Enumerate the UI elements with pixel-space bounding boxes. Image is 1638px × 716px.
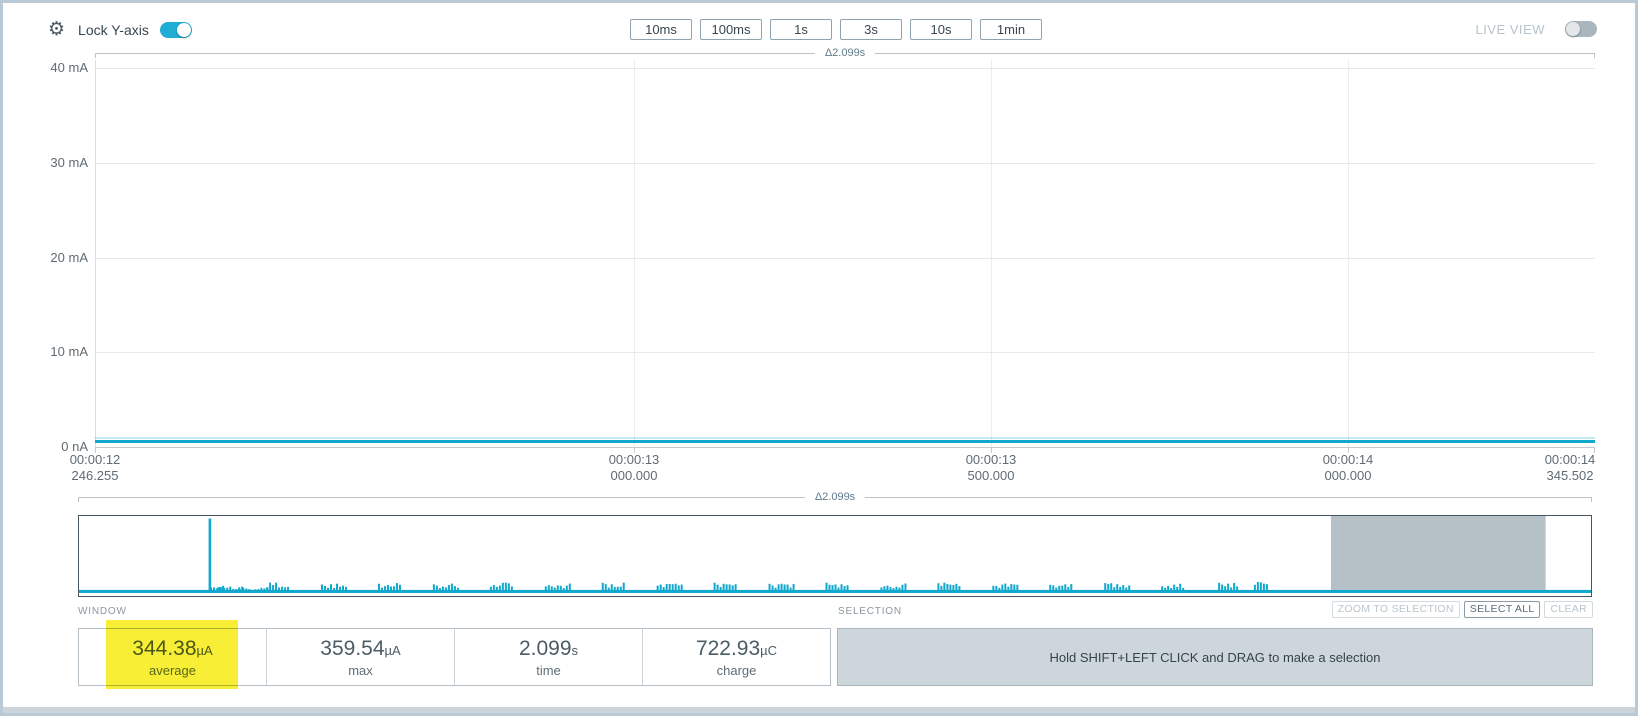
y-tick-40ma: 40 mA [50,60,88,75]
bracket-tick [1591,497,1592,502]
gridline-30ma [95,163,1595,164]
stat-charge-value: 722.93 µC [695,636,778,660]
x-tick-label: 00:00:12 246.255 [69,452,121,483]
gridline-vertical [634,60,635,447]
plot-left-border [95,60,96,447]
main-chart-area[interactable] [95,60,1595,447]
range-button-1min[interactable]: 1min [980,19,1042,40]
selection-help-text: Hold SHIFT+LEFT CLICK and DRAG to make a… [1049,649,1381,665]
select-all-button[interactable]: SELECT ALL [1463,601,1541,618]
axis-tick [95,447,96,453]
y-tick-30ma: 30 mA [50,155,88,170]
x-tick-label: 00:00:14 000.000 [1322,452,1374,483]
lock-y-axis-toggle[interactable] [159,22,192,38]
gridline-vertical [991,60,992,447]
toggle-knob [176,23,191,37]
stat-time-value: 2.099 s [518,636,579,660]
window-bottom-edge [3,707,1635,713]
gridline-20ma [95,258,1595,259]
range-button-10ms[interactable]: 10ms [630,19,692,40]
live-view-group: LIVE VIEW [1475,21,1597,37]
stat-max: 359.54 µA max [267,629,455,685]
minimap-overview-chart[interactable] [78,515,1592,597]
minimap-delta-label: Δ2.099s [804,490,866,504]
stat-charge-label: charge [716,662,757,678]
stat-max-label: max [348,662,373,678]
window-delta-label: Δ2.099s [814,46,876,60]
y-tick-20ma: 20 mA [50,250,88,265]
window-span-bracket-bottom: Δ2.099s [78,490,1592,504]
live-view-label: LIVE VIEW [1475,21,1545,37]
selection-section-label: SELECTION [838,606,902,617]
x-tick-label: 00:00:13 000.000 [608,452,660,483]
bracket-tick [1594,53,1595,58]
time-range-buttons: 10ms 100ms 1s 3s 10s 1min [630,19,1042,40]
gridline-40ma [95,68,1595,69]
x-tick-label: 00:00:13 500.000 [965,452,1017,483]
y-tick-0: 0 nA [61,439,88,454]
range-button-100ms[interactable]: 100ms [700,19,762,40]
lock-y-axis-label: Lock Y-axis [78,22,149,38]
gridline-10ma [95,352,1595,353]
axis-tick [991,447,992,453]
bracket-tick [78,497,79,502]
stat-average-label: average [149,662,196,678]
range-button-3s[interactable]: 3s [840,19,902,40]
chart-options-group: ⚙ Lock Y-axis [48,19,192,41]
stat-time: 2.099 s time [455,629,643,685]
y-tick-10ma: 10 mA [50,344,88,359]
current-trace-halo [95,437,1595,439]
window-span-bracket-top: Δ2.099s [95,46,1595,60]
stat-max-value: 359.54 µA [320,636,401,660]
current-trace-line [95,440,1595,443]
x-axis-line [95,447,1595,448]
selection-buttons: ZOOM TO SELECTION SELECT ALL CLEAR [1331,601,1593,618]
clear-selection-button[interactable]: CLEAR [1544,601,1593,618]
window-section-label: WINDOW [78,606,127,617]
zoom-to-selection-button[interactable]: ZOOM TO SELECTION [1331,601,1460,618]
gear-icon[interactable]: ⚙ [48,19,66,40]
stat-average: 344.38 µA average [79,629,267,685]
live-view-toggle[interactable] [1565,21,1597,37]
axis-tick [1348,447,1349,453]
range-button-10s[interactable]: 10s [910,19,972,40]
stat-average-value: 344.38 µA [132,636,213,660]
stat-time-label: time [536,662,561,678]
window-stats-panel: 344.38 µA average 359.54 µA max 2.099 s tim… [78,628,831,686]
x-tick-label: 00:00:14 345.502 [1544,452,1596,483]
axis-tick [634,447,635,453]
axis-tick [1594,447,1595,453]
range-button-1s[interactable]: 1s [770,19,832,40]
toggle-knob [1566,22,1580,36]
gridline-vertical [1348,60,1349,447]
bracket-tick [95,53,96,58]
selection-help-box: Hold SHIFT+LEFT CLICK and DRAG to make a… [837,628,1593,686]
stat-charge: 722.93 µC charge [643,629,830,685]
